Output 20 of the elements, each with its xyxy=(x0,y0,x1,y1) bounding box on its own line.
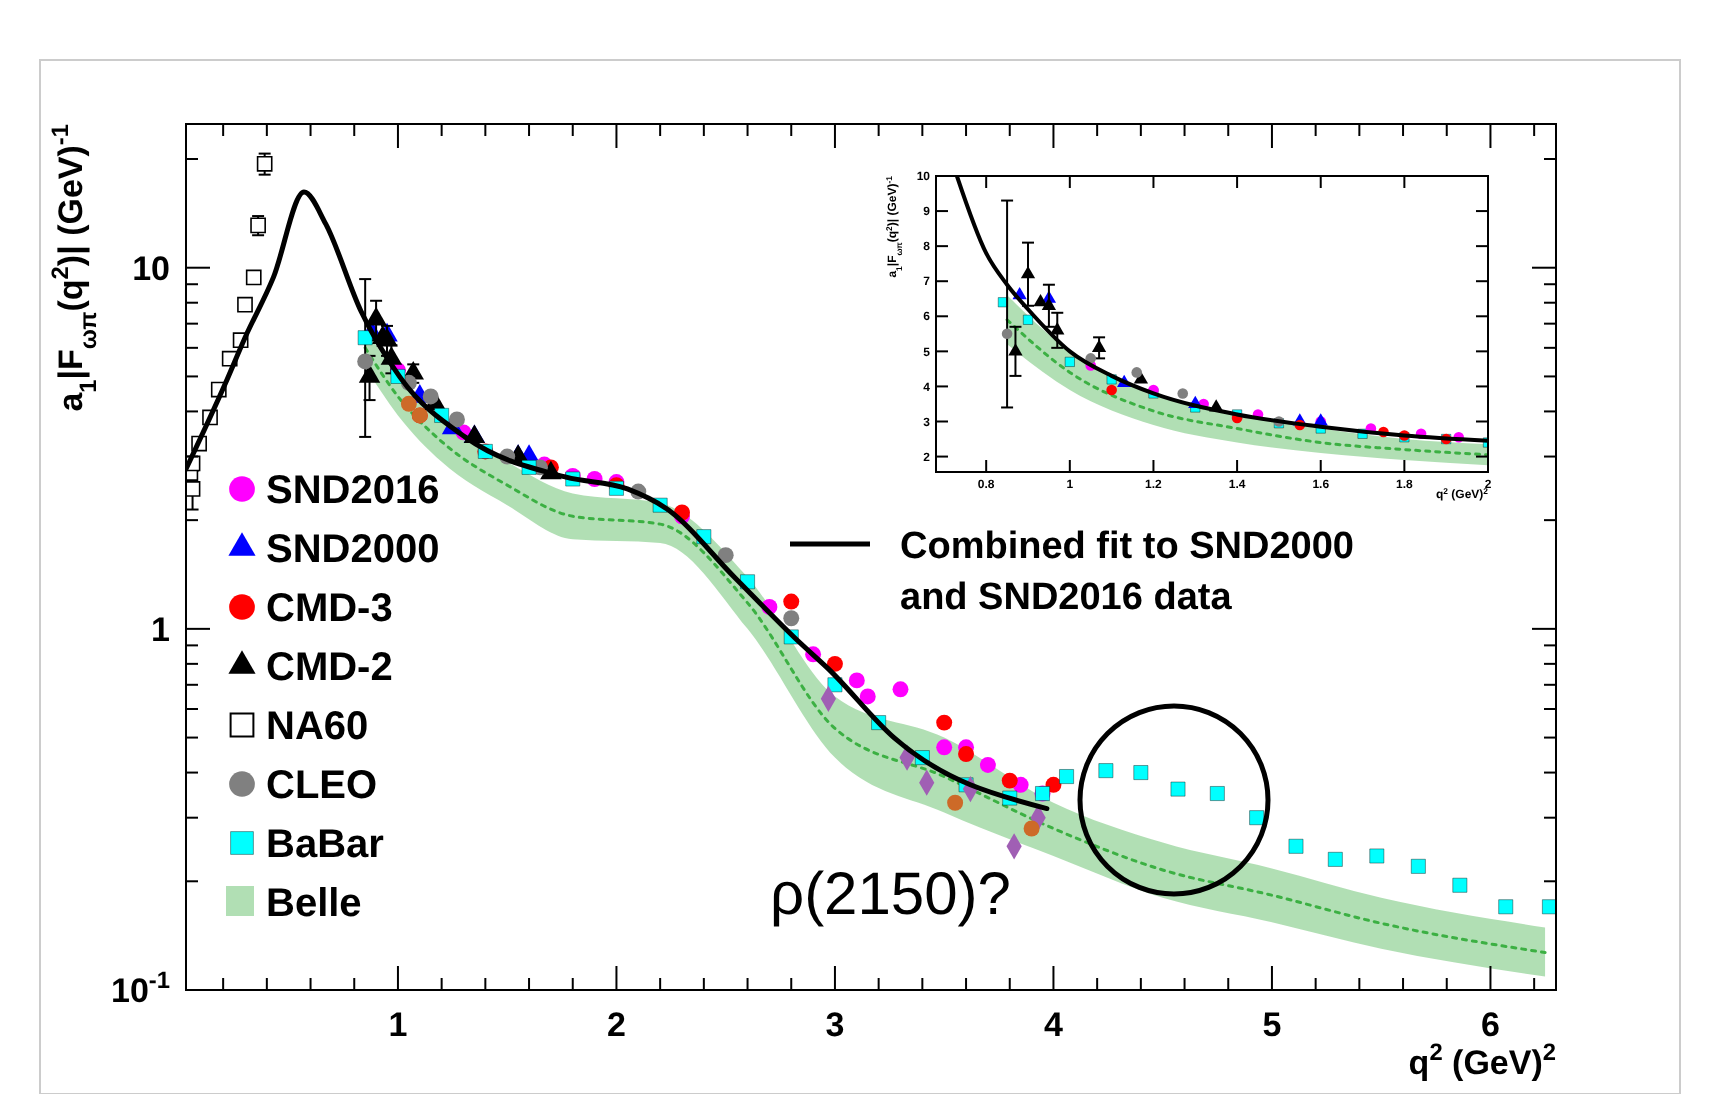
legend-label: CMD-2 xyxy=(266,646,393,691)
legend-label: CLEO xyxy=(266,764,378,809)
legend-label: CMD-3 xyxy=(266,587,393,632)
x-tick-label: 5 xyxy=(1262,1006,1282,1044)
y-tick-label: 10$^{-1}$ xyxy=(111,965,171,1010)
legend-label: SND2016 xyxy=(266,469,440,514)
x-tick-label: 1 xyxy=(388,1006,408,1044)
legend-label: NA60 xyxy=(266,705,369,750)
x-tick-label: 4 xyxy=(1043,1006,1064,1044)
x-tick-label: 2 xyxy=(606,1006,626,1044)
legend-label: Belle xyxy=(266,882,362,927)
x-tick-label: 3 xyxy=(825,1006,845,1044)
y-tick-label: 10 xyxy=(132,249,170,288)
legend-label: Combined fit to SND2000 and SND2016 data xyxy=(900,525,1354,619)
x-axis-title: q$^{2}$ (GeV)$^{2}$ xyxy=(1408,1038,1557,1082)
annotation: ρ(2150)? xyxy=(770,862,1011,928)
legend-label: SND2000 xyxy=(266,528,440,573)
y-tick-label: 1 xyxy=(151,610,170,649)
x-tick-label: 6 xyxy=(1480,1006,1500,1044)
legend-label: BaBar xyxy=(266,823,385,868)
